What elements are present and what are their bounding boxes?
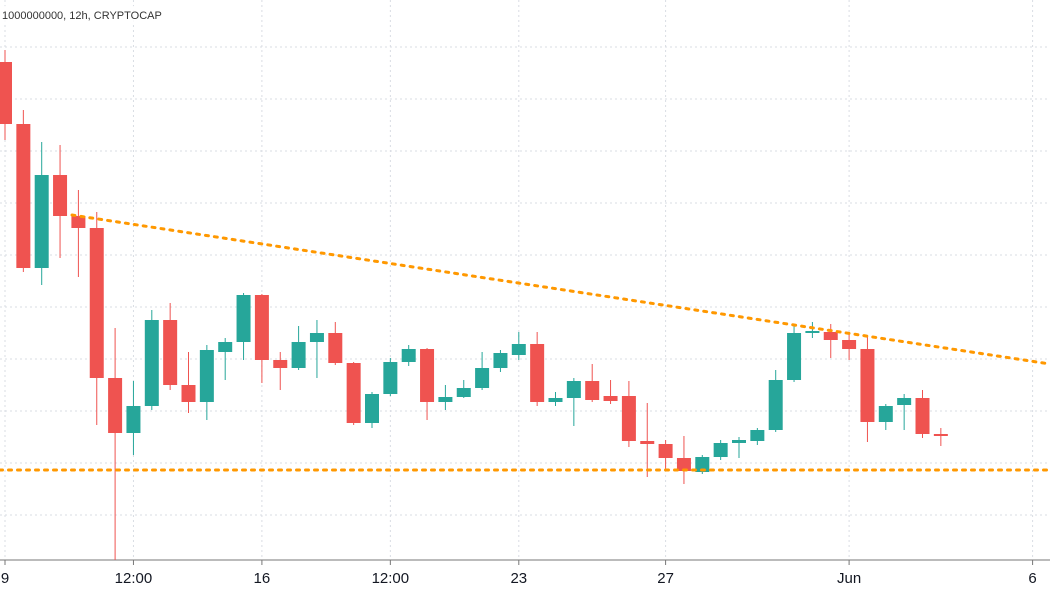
candle-body [511, 344, 526, 355]
candle-body [401, 349, 416, 362]
candle-body [676, 458, 691, 471]
x-tick-label: 27 [657, 570, 674, 587]
candle-body [732, 440, 746, 443]
candle-body [585, 381, 600, 400]
x-tick-label: 23 [510, 570, 527, 587]
candle-body [218, 342, 233, 352]
candle-body [915, 398, 930, 434]
candle-body [768, 380, 783, 430]
candle-body [16, 124, 31, 268]
candle-body [530, 344, 545, 402]
x-tick-label: Jun [837, 570, 861, 587]
candle-body [456, 388, 471, 397]
x-tick-label: 9 [1, 570, 9, 587]
candle-body [383, 362, 398, 394]
candle-body [805, 331, 820, 333]
x-tick-label: 16 [254, 570, 271, 587]
x-tick-label: 6 [1028, 570, 1036, 587]
candle-body [420, 349, 435, 402]
candle-body [89, 228, 104, 378]
candle-body [493, 353, 508, 368]
candle-body [0, 62, 12, 124]
candle-body [126, 406, 141, 433]
candle-body [309, 333, 324, 342]
candle-body [897, 398, 912, 405]
candle-body [621, 396, 636, 441]
candle-body [291, 342, 306, 368]
candle-body [163, 320, 178, 385]
candle-body [878, 406, 893, 422]
title-background [0, 6, 145, 24]
candle-body [860, 349, 875, 422]
trend-line [70, 213, 1050, 366]
candle-body [566, 381, 581, 398]
candle-body [695, 457, 710, 472]
x-tick-label: 12:00 [115, 570, 153, 587]
candle-body [640, 441, 655, 444]
candle-body [181, 385, 196, 402]
candle-body [328, 333, 343, 363]
candle-body [475, 368, 490, 388]
chart-title: 1000000000, 12h, CRYPTOCAP [2, 10, 162, 22]
candle-body [346, 363, 361, 423]
candle-body [713, 443, 728, 457]
candle-body [438, 397, 453, 402]
candle-body [53, 175, 68, 216]
candle-body [548, 398, 563, 402]
candle-body [365, 394, 379, 423]
candle-body [658, 444, 673, 458]
candle-body [34, 175, 49, 268]
x-tick-label: 12:00 [372, 570, 410, 587]
candle-body [750, 430, 765, 441]
candle-body [108, 378, 123, 433]
candle-body [254, 295, 269, 360]
candle-body [842, 340, 857, 349]
candle-body [236, 295, 251, 342]
candle-body [71, 216, 86, 228]
candle-body [199, 350, 214, 402]
candle-body [823, 332, 838, 340]
candle-body [933, 434, 948, 436]
candle-body [273, 360, 288, 368]
candle-body [787, 333, 802, 380]
candle-body [603, 396, 618, 401]
candle-body [144, 320, 159, 406]
